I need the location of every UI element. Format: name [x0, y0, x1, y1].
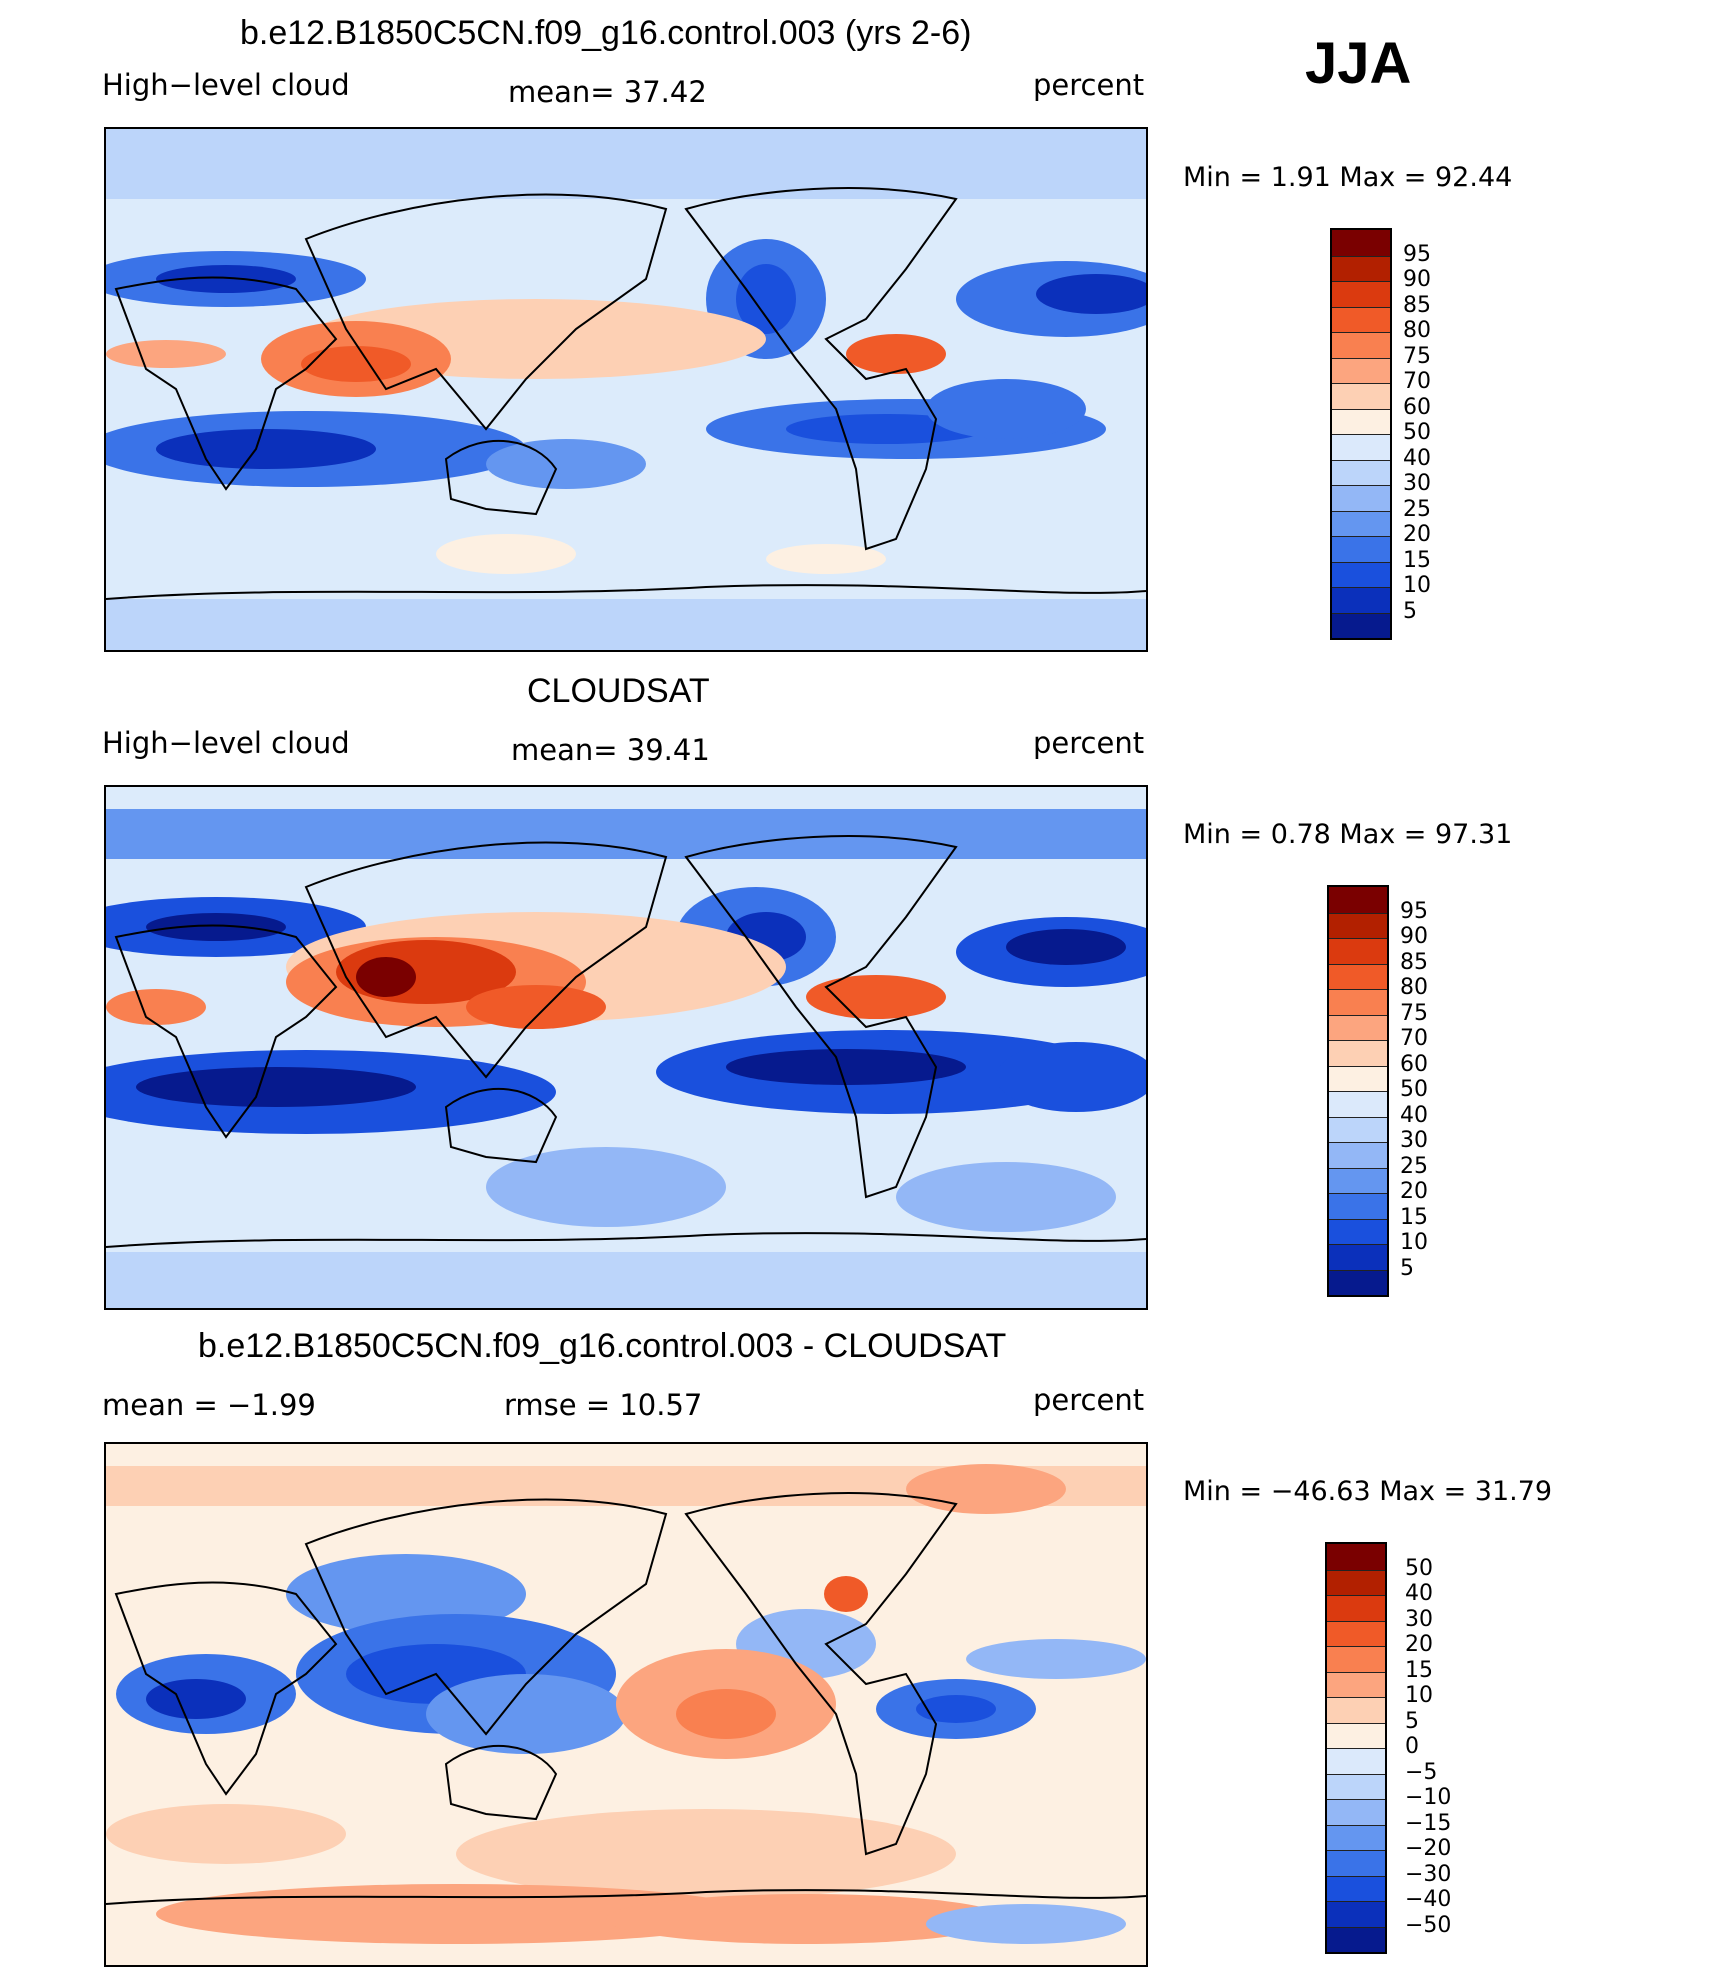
panel1-tick: 90 [1403, 267, 1431, 292]
panel1-tick: 30 [1403, 471, 1431, 496]
panel1-tick: 80 [1403, 318, 1431, 343]
panel1-map-field [106, 129, 1146, 650]
panel2-tick: 30 [1400, 1128, 1428, 1153]
panel2-minmax: Min = 0.78 Max = 97.31 [1183, 819, 1513, 850]
panel2-colorbar [1327, 885, 1389, 1297]
panel1-map [104, 127, 1148, 652]
panel2-mean-label: mean= 39.41 [511, 733, 710, 767]
panel1-tick: 60 [1403, 395, 1431, 420]
panel3-rmse-label: rmse = 10.57 [504, 1388, 703, 1422]
panel3-tick: 50 [1405, 1556, 1433, 1581]
panel2-left-label: High−level cloud [102, 726, 350, 760]
panel1-tick: 20 [1403, 522, 1431, 547]
panel3-tick: −20 [1405, 1836, 1452, 1861]
panel1-units-label: percent [1033, 68, 1145, 102]
panel3-tick: 15 [1405, 1658, 1433, 1683]
panel2-map [104, 785, 1148, 1310]
panel1-tick: 10 [1403, 573, 1431, 598]
panel3-title: b.e12.B1850C5CN.f09_g16.control.003 - CL… [198, 1327, 1007, 1365]
panel3-tick: 40 [1405, 1581, 1433, 1606]
panel1-colorbar [1330, 228, 1392, 640]
panel1-tick: 5 [1403, 599, 1417, 624]
panel3-tick: −40 [1405, 1887, 1452, 1912]
panel2-map-field [106, 787, 1146, 1308]
panel2-tick: 95 [1400, 899, 1428, 924]
panel1-mean-label: mean= 37.42 [508, 75, 707, 109]
panel2-tick: 5 [1400, 1256, 1414, 1281]
panel2-tick: 80 [1400, 975, 1428, 1000]
panel2-title: CLOUDSAT [527, 672, 710, 710]
panel3-map-field [106, 1444, 1146, 1965]
panel2-tick: 70 [1400, 1026, 1428, 1051]
panel1-tick: 15 [1403, 548, 1431, 573]
panel1-left-label: High−level cloud [102, 68, 350, 102]
panel3-tick: −5 [1405, 1760, 1438, 1785]
panel2-tick: 15 [1400, 1205, 1428, 1230]
panel3-tick: 0 [1405, 1734, 1419, 1759]
panel3-tick: 10 [1405, 1683, 1433, 1708]
panel2-units-label: percent [1033, 726, 1145, 760]
panel3-colorbar [1325, 1542, 1387, 1954]
panel1-tick: 75 [1403, 344, 1431, 369]
panel3-tick: −30 [1405, 1862, 1452, 1887]
panel3-tick: −15 [1405, 1811, 1452, 1836]
panel3-tick: 20 [1405, 1632, 1433, 1657]
panel1-tick: 85 [1403, 293, 1431, 318]
panel2-tick: 90 [1400, 924, 1428, 949]
panel3-map [104, 1442, 1148, 1967]
panel1-tick: 70 [1403, 369, 1431, 394]
panel3-mean-label: mean = −1.99 [102, 1388, 316, 1422]
panel2-tick: 20 [1400, 1179, 1428, 1204]
panel2-tick: 40 [1400, 1103, 1428, 1128]
panel3-tick: −10 [1405, 1785, 1452, 1810]
season-label: JJA [1305, 31, 1412, 96]
panel1-tick: 25 [1403, 497, 1431, 522]
panel1-title: b.e12.B1850C5CN.f09_g16.control.003 (yrs… [240, 14, 972, 52]
panel3-tick: 30 [1405, 1607, 1433, 1632]
panel3-tick: −50 [1405, 1913, 1452, 1938]
panel1-tick: 95 [1403, 242, 1431, 267]
panel3-units-label: percent [1033, 1383, 1145, 1417]
panel2-tick: 50 [1400, 1077, 1428, 1102]
panel1-tick: 50 [1403, 420, 1431, 445]
panel1-minmax: Min = 1.91 Max = 92.44 [1183, 162, 1513, 193]
panel2-tick: 60 [1400, 1052, 1428, 1077]
panel1-tick: 40 [1403, 446, 1431, 471]
panel2-tick: 25 [1400, 1154, 1428, 1179]
panel3-minmax: Min = −46.63 Max = 31.79 [1183, 1476, 1553, 1507]
panel2-tick: 10 [1400, 1230, 1428, 1255]
panel3-tick: 5 [1405, 1709, 1419, 1734]
panel2-tick: 75 [1400, 1001, 1428, 1026]
panel2-tick: 85 [1400, 950, 1428, 975]
